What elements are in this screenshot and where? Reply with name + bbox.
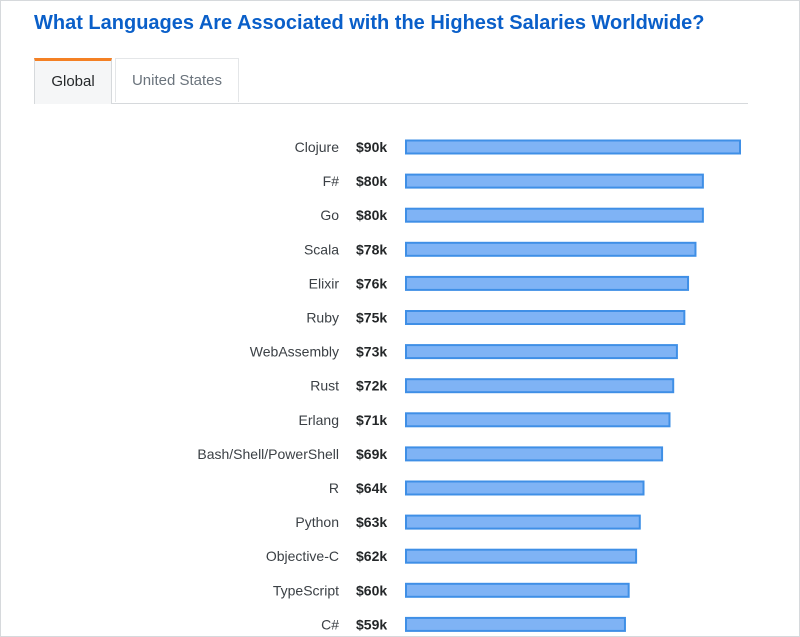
region-tabs: Global United States <box>34 58 748 104</box>
category-label: R <box>329 480 339 496</box>
category-label: Scala <box>304 241 339 257</box>
value-label: $80k <box>356 207 387 223</box>
tab-united-states[interactable]: United States <box>115 58 239 102</box>
bar <box>405 378 675 394</box>
value-label: $64k <box>356 480 387 496</box>
bar <box>405 582 630 598</box>
bar <box>405 344 678 360</box>
category-label: F# <box>323 173 340 189</box>
value-label: $78k <box>356 241 387 257</box>
category-label: TypeScript <box>273 582 339 598</box>
category-label: Python <box>295 514 339 530</box>
category-label: Ruby <box>306 310 339 326</box>
category-label: C# <box>321 616 339 632</box>
bar <box>405 514 641 530</box>
tab-global[interactable]: Global <box>34 58 112 104</box>
category-label: WebAssembly <box>250 344 339 360</box>
bar <box>405 446 664 462</box>
bar <box>405 310 686 325</box>
bar <box>405 480 645 496</box>
bar <box>405 616 626 632</box>
category-label: Go <box>320 207 339 223</box>
bar <box>405 275 690 291</box>
value-label: $90k <box>356 139 387 155</box>
category-label: Clojure <box>295 139 340 155</box>
value-label: $59k <box>356 616 387 632</box>
category-label: Elixir <box>309 275 340 291</box>
bar <box>405 139 741 155</box>
value-label: $63k <box>356 514 387 530</box>
value-label: $62k <box>356 548 387 564</box>
value-label: $69k <box>356 446 387 462</box>
value-label: $60k <box>356 582 387 598</box>
category-label: Bash/Shell/PowerShell <box>197 446 339 462</box>
bar <box>405 207 704 223</box>
value-label: $80k <box>356 173 387 189</box>
category-label: Objective-C <box>266 548 339 564</box>
value-label: $76k <box>356 275 387 291</box>
chart-title: What Languages Are Associated with the H… <box>34 12 705 34</box>
value-label: $75k <box>356 310 387 326</box>
bar <box>405 241 697 257</box>
value-label: $73k <box>356 344 387 360</box>
bar <box>405 548 638 564</box>
category-label: Erlang <box>299 412 339 428</box>
bar <box>405 412 671 428</box>
value-label: $71k <box>356 412 387 428</box>
category-label: Rust <box>310 378 339 394</box>
value-label: $72k <box>356 378 387 394</box>
bar <box>405 173 704 189</box>
